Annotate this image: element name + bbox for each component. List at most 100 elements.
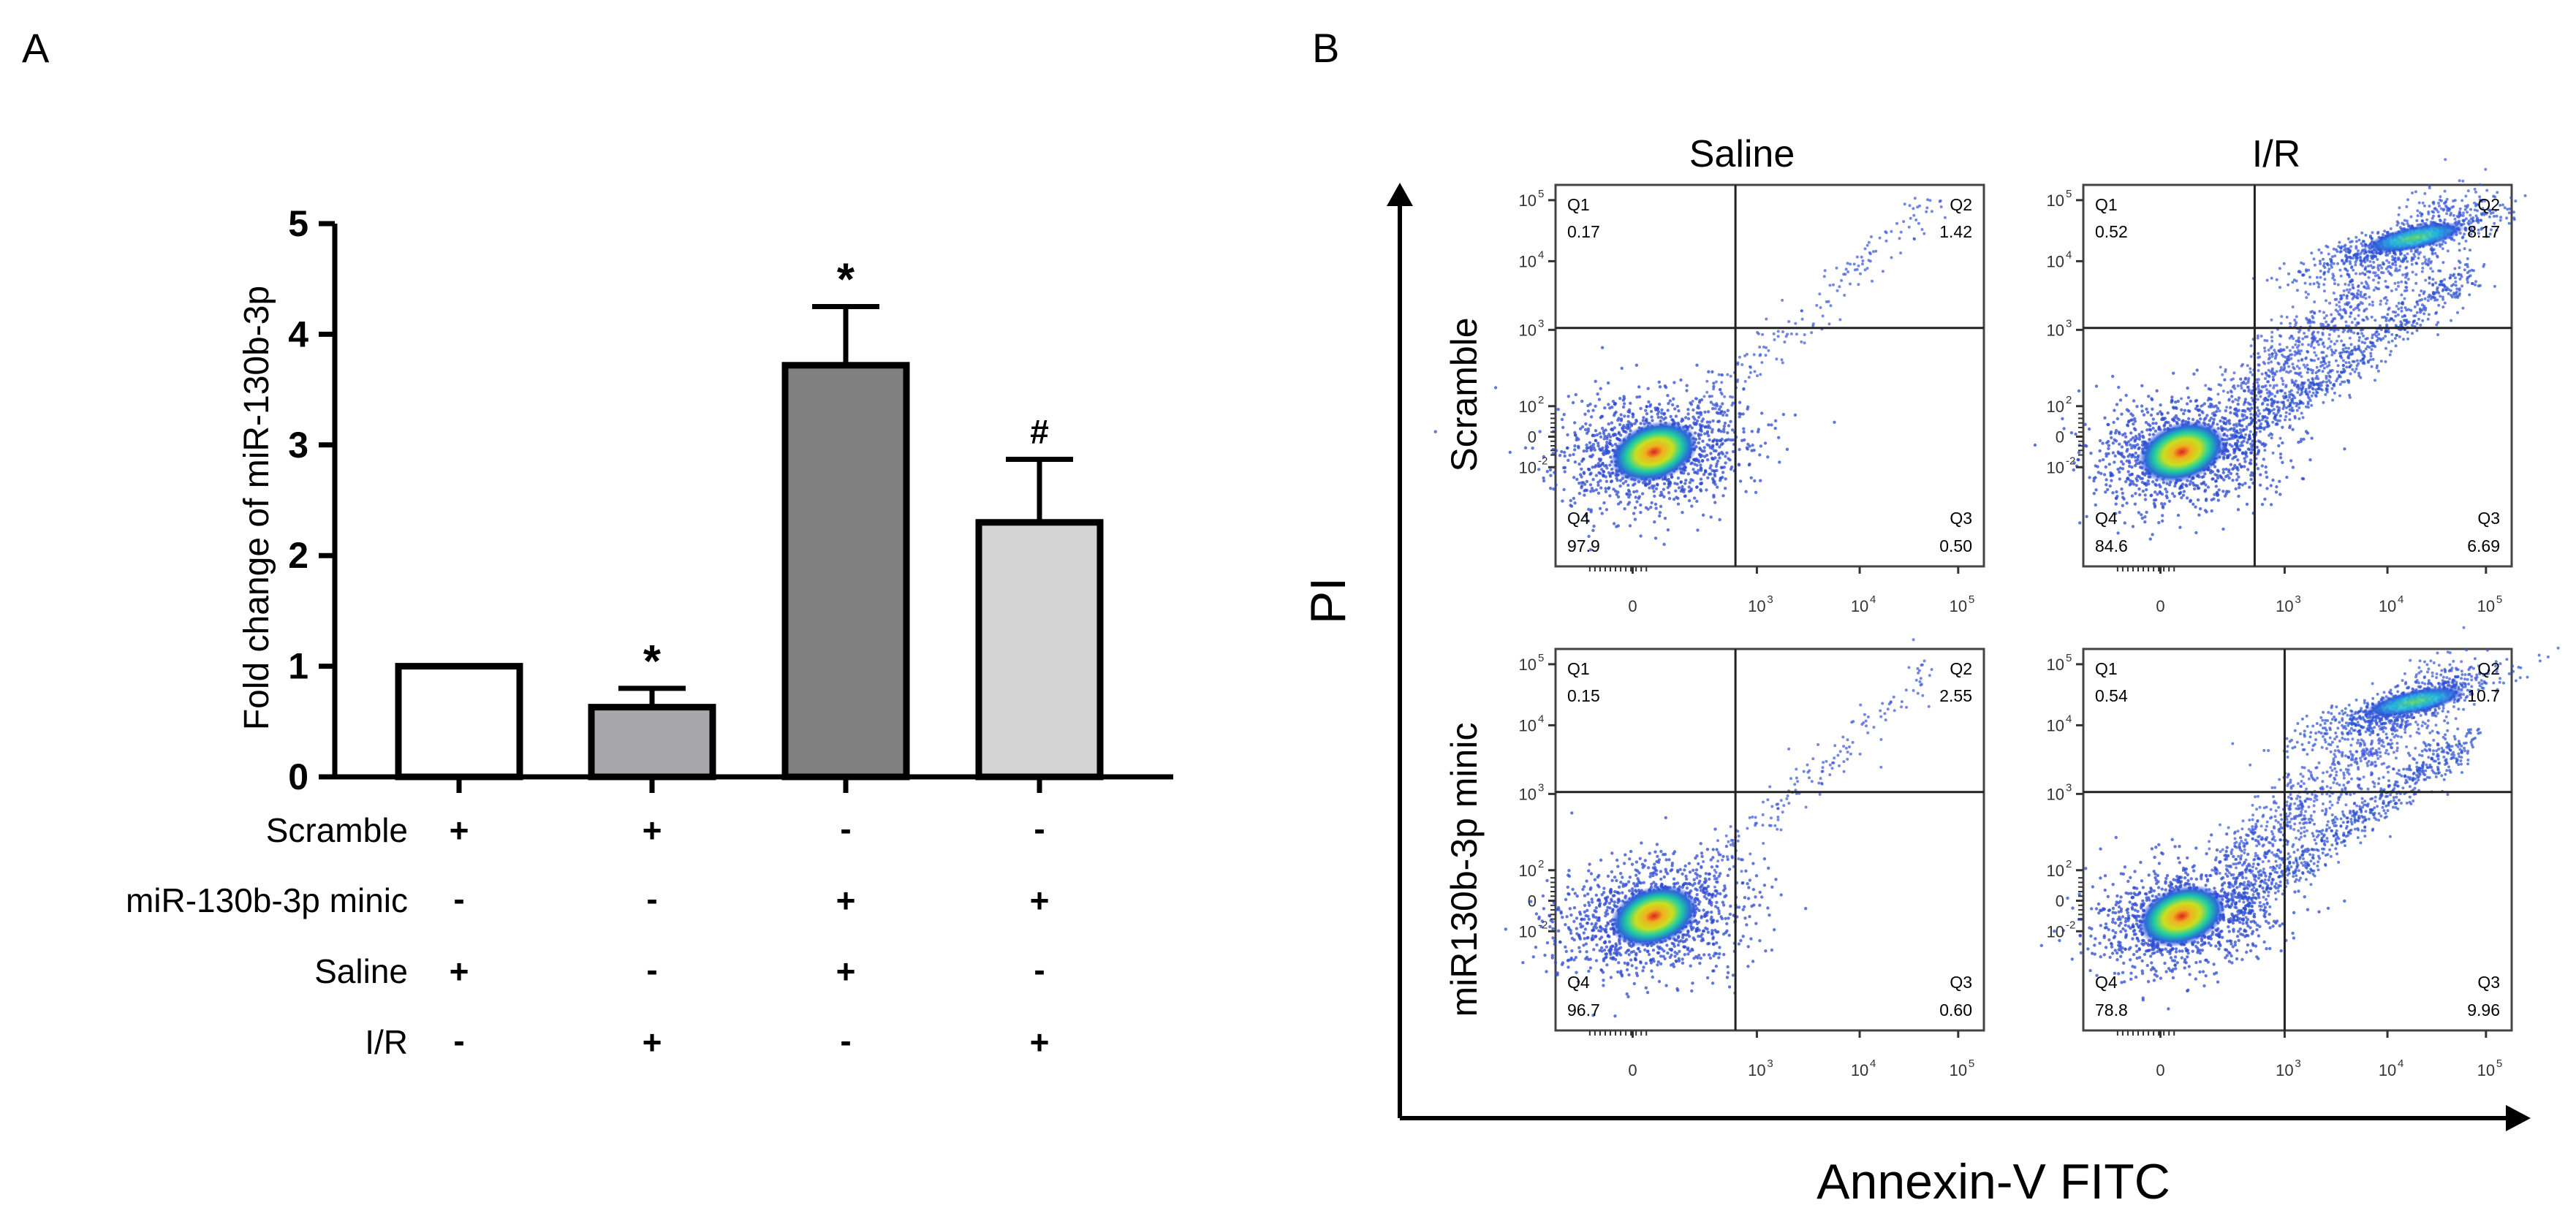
plot-frame — [1554, 648, 1985, 1032]
x-tick-label: 0 — [2156, 1061, 2164, 1079]
x-tick-exponent: 4 — [1870, 593, 1876, 606]
x-tick-label: 10 — [1950, 597, 1967, 615]
quadrant-label: Q1 — [1567, 659, 1590, 678]
y-tick-exponent: 5 — [2066, 652, 2072, 664]
condition-sign: - — [453, 1022, 464, 1060]
plot-frame — [2082, 183, 2513, 568]
quadrant-label: 0.52 — [2095, 222, 2128, 241]
bar-chart: 0 1 2 3 4 5 Fold change of miR-130b-3p * * # Sc… — [126, 203, 1173, 1061]
quadrant-label: 9.96 — [2467, 1000, 2500, 1019]
quadrant-label: Q4 — [1567, 973, 1590, 992]
column-label-ir: I/R — [2252, 133, 2300, 175]
x-tick-exponent: 5 — [2496, 1057, 2502, 1070]
y-tick-exponent: 3 — [2066, 317, 2072, 330]
condition-sign: - — [646, 880, 657, 918]
y-axis-label: Fold change of miR-130b-3p — [238, 286, 276, 730]
annexin-axis-label: Annexin-V FITC — [1817, 1154, 2170, 1209]
quadrant-label: Q3 — [1950, 509, 1972, 528]
density-core — [2137, 420, 2227, 483]
x-tick-exponent: 5 — [1969, 1057, 1974, 1070]
y-tick-label: 10 — [2047, 458, 2064, 476]
x-tick-exponent: 4 — [2398, 593, 2403, 606]
density-core — [1610, 884, 1699, 947]
y-tick-label: 5 — [288, 203, 308, 244]
y-tick-label: 4 — [288, 314, 308, 354]
bar — [395, 663, 523, 781]
quadrant-label: 0.17 — [1567, 222, 1600, 241]
x-tick-label: 10 — [1851, 1061, 1868, 1079]
event-dots — [1504, 638, 1933, 1018]
y-tick-label: 10 — [2047, 398, 2064, 416]
quadrant-label: 6.69 — [2467, 536, 2500, 555]
y-tick-label: 10 — [1519, 862, 1537, 880]
x-tick-label: 10 — [2276, 1061, 2293, 1079]
y-tick-label: 10 — [1519, 458, 1537, 476]
quadrant-label: Q2 — [2477, 659, 2500, 678]
x-tick-exponent: 3 — [1767, 593, 1773, 606]
y-tick-label: 0 — [2056, 892, 2064, 911]
quadrant-label: 78.8 — [2095, 1000, 2128, 1019]
row-label-mimic: miR130b-3p minic — [1444, 723, 1485, 1017]
y-tick-label: 0 — [2056, 428, 2064, 447]
quadrant-label: 1.42 — [1939, 222, 1972, 241]
quadrant-label: Q4 — [2095, 973, 2118, 992]
x-tick-label: 0 — [1628, 597, 1637, 615]
panel-a-label: A — [22, 25, 50, 71]
bar — [588, 704, 716, 781]
y-tick-exponent: 2 — [1538, 858, 1544, 870]
y-tick-label: 10 — [1519, 398, 1537, 416]
quadrant-label: Q1 — [1567, 195, 1590, 214]
quadrant-label: 96.7 — [1567, 1000, 1600, 1019]
x-tick-label: 10 — [1748, 1061, 1765, 1079]
condition-sign: - — [840, 810, 851, 848]
y-tick-exponent: 5 — [1538, 652, 1544, 664]
condition-sign: + — [1030, 881, 1050, 919]
y-tick-label: 10 — [1519, 656, 1537, 674]
quadrant-label: Q4 — [2095, 509, 2118, 528]
condition-sign: - — [1034, 810, 1045, 848]
quadrant-label: Q4 — [1567, 509, 1590, 528]
bars: * * # — [395, 255, 1104, 781]
condition-sign: - — [646, 951, 657, 989]
quadrant-label: 8.17 — [2467, 222, 2500, 241]
plot-frame — [2082, 648, 2513, 1032]
y-tick-label: 0 — [288, 756, 308, 797]
significance-marker: # — [1030, 412, 1049, 450]
x-tick-label: 10 — [2379, 597, 2396, 615]
y-tick-label: 0 — [1528, 428, 1537, 447]
y-tick-exponent: 4 — [2066, 248, 2072, 261]
quadrant-label: Q2 — [2477, 195, 2500, 214]
significance-marker: * — [837, 255, 855, 305]
x-tick-label: 10 — [2379, 1061, 2396, 1079]
quadrant-label: Q1 — [2095, 195, 2118, 214]
condition-sign: + — [450, 952, 469, 990]
y-tick-label: 0 — [1528, 892, 1537, 911]
x-tick-label: 10 — [2477, 597, 2495, 615]
plot-frame — [1554, 183, 1985, 568]
flow-cytometry-panel: Saline I/R Scramble miR130b-3p minic PI … — [1300, 133, 2560, 1209]
y-tick-exponent: 5 — [2066, 188, 2072, 200]
y-tick-exponent: 4 — [2066, 713, 2072, 725]
condition-label: Scramble — [266, 811, 408, 849]
y-tick-label: 10 — [2047, 252, 2064, 270]
y-tick-exponent: -2 — [2066, 919, 2075, 931]
x-tick-exponent: 5 — [2496, 593, 2502, 606]
y-tick-exponent: -2 — [2066, 455, 2075, 467]
condition-sign: + — [643, 1023, 662, 1061]
x-tick-label: 10 — [1851, 597, 1868, 615]
y-tick-label: 10 — [2047, 321, 2064, 339]
y-tick-label: 10 — [2047, 656, 2064, 674]
condition-sign: - — [840, 1022, 851, 1060]
column-label-saline: Saline — [1689, 133, 1795, 175]
quadrant-label: 84.6 — [2095, 536, 2128, 555]
y-tick-exponent: 2 — [2066, 858, 2072, 870]
event-dots — [1433, 197, 1947, 552]
bar — [975, 519, 1104, 781]
x-tick-exponent: 5 — [1969, 593, 1974, 606]
condition-label: Saline — [314, 952, 408, 990]
y-tick-exponent: 5 — [1538, 188, 1544, 200]
condition-sign: + — [1030, 1023, 1050, 1061]
x-tick-exponent: 3 — [2295, 593, 2300, 606]
